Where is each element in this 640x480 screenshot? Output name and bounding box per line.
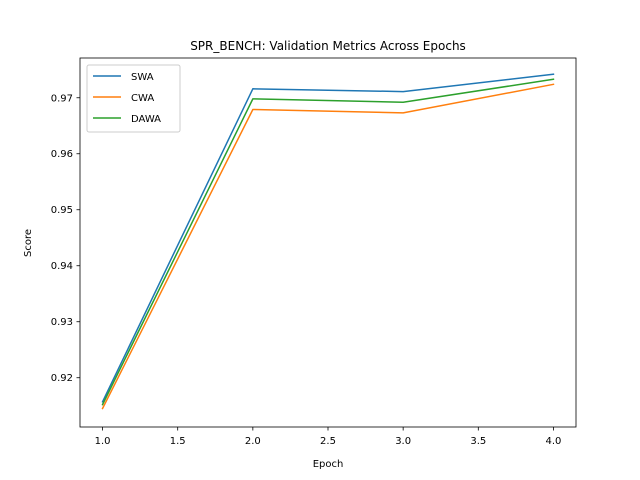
x-tick-label: 2.0 xyxy=(245,436,261,447)
legend-box xyxy=(86,64,181,133)
x-tick-label: 3.5 xyxy=(470,436,486,447)
x-tick-label: 3.0 xyxy=(395,436,411,447)
x-tick-label: 4.0 xyxy=(546,436,562,447)
x-axis-label: Epoch xyxy=(313,459,344,470)
y-tick-label: 0.93 xyxy=(51,317,73,328)
plot-lines xyxy=(101,73,555,410)
x-tick-label: 1.0 xyxy=(95,436,111,447)
legend: SWA CWA DAWA xyxy=(86,64,181,133)
y-axis-label: Score xyxy=(23,229,34,257)
legend-label-dawa: DAWA xyxy=(131,114,161,125)
y-tick-label: 0.96 xyxy=(51,149,73,160)
x-tick-label: 2.5 xyxy=(320,436,336,447)
series-line-dawa xyxy=(101,78,555,406)
series-line-swa xyxy=(101,73,555,403)
series-line-cwa xyxy=(101,83,555,410)
y-axis: 0.92 0.93 0.94 0.95 0.96 0.97 xyxy=(51,93,80,384)
legend-label-cwa: CWA xyxy=(131,93,154,104)
y-tick-label: 0.92 xyxy=(51,373,73,384)
legend-label-swa: SWA xyxy=(131,72,154,83)
x-tick-label: 1.5 xyxy=(170,436,186,447)
chart-title: SPR_BENCH: Validation Metrics Across Epo… xyxy=(190,39,466,53)
y-tick-label: 0.97 xyxy=(51,93,73,104)
y-tick-label: 0.95 xyxy=(51,205,73,216)
x-axis: 1.0 1.5 2.0 2.5 3.0 3.5 4.0 xyxy=(95,427,562,447)
y-tick-label: 0.94 xyxy=(51,261,73,272)
